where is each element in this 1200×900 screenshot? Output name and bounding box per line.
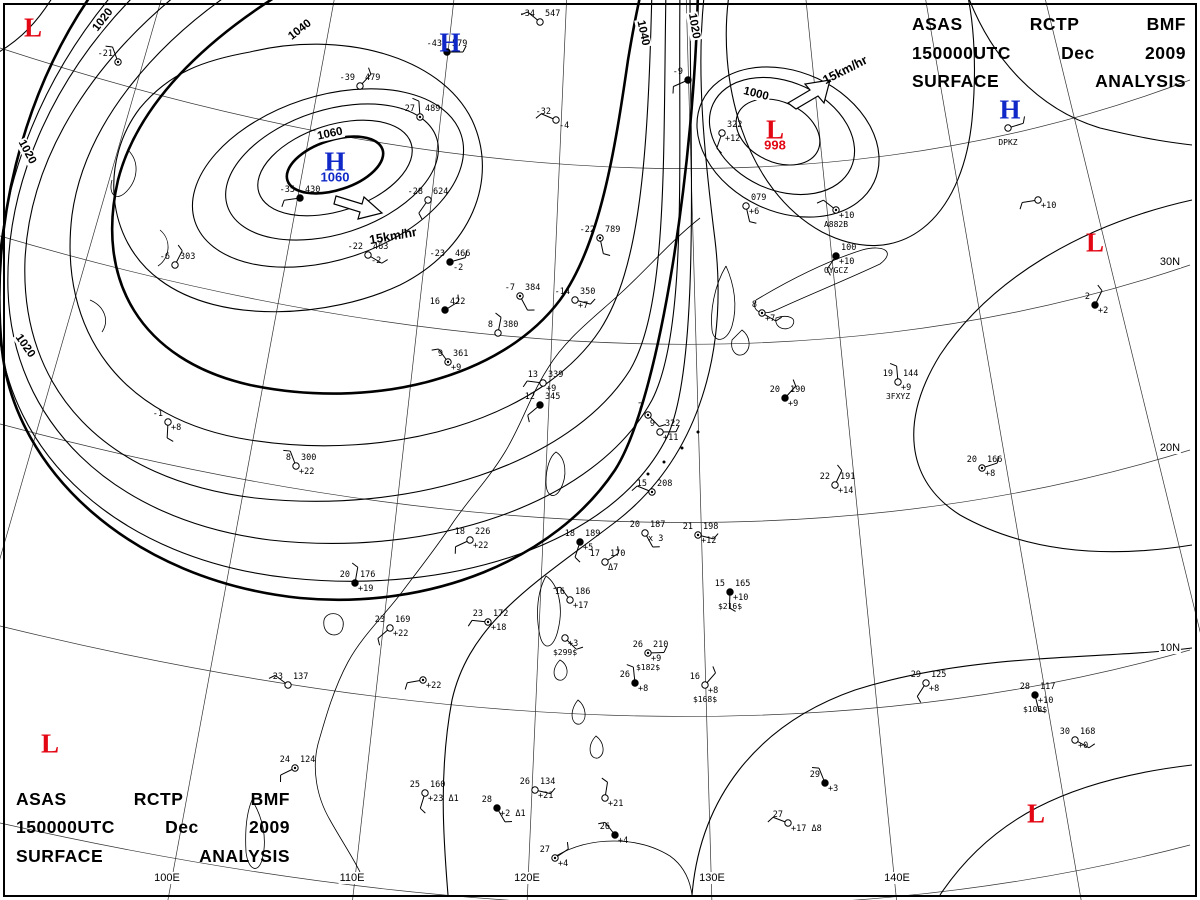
title-word: 150000UTC <box>16 817 115 837</box>
title-word: 2009 <box>1145 42 1186 63</box>
title-word: ANALYSIS <box>1095 71 1186 91</box>
movement-arrows <box>333 79 831 220</box>
title-word: BMF <box>250 788 290 809</box>
title-line: ASAS RCTP BMF <box>16 788 290 809</box>
title-line: SURFACE ANALYSIS <box>16 845 290 866</box>
coastline-layer <box>89 149 888 896</box>
title-word: BMF <box>1146 14 1186 34</box>
title-line: 150000UTC Dec 2009 <box>912 42 1186 63</box>
title-block-bottom: ASAS RCTP BMF 150000UTC Dec 2009 SURFACE… <box>16 788 290 877</box>
map-frame <box>3 3 1197 897</box>
title-word: SURFACE <box>912 71 1000 91</box>
title-block-top: ASAS RCTP BMF 150000UTC Dec 2009 SURFACE… <box>912 14 1186 102</box>
title-word: 150000UTC <box>912 42 1011 63</box>
title-word: Dec <box>1061 42 1095 63</box>
title-line: SURFACE ANALYSIS <box>912 71 1186 91</box>
title-word: 2009 <box>249 817 290 837</box>
title-word: RCTP <box>1029 14 1080 34</box>
wind-arrow-icon <box>333 195 384 220</box>
title-line: 150000UTC Dec 2009 <box>16 817 290 837</box>
wind-arrow-icon <box>786 79 831 110</box>
title-line: ASAS RCTP BMF <box>912 14 1186 34</box>
title-word: ASAS <box>16 788 67 809</box>
title-word: RCTP <box>133 788 184 809</box>
title-word: ASAS <box>912 14 963 34</box>
title-word: Dec <box>165 817 199 837</box>
title-word: SURFACE <box>16 845 104 866</box>
title-word: ANALYSIS <box>199 845 290 866</box>
